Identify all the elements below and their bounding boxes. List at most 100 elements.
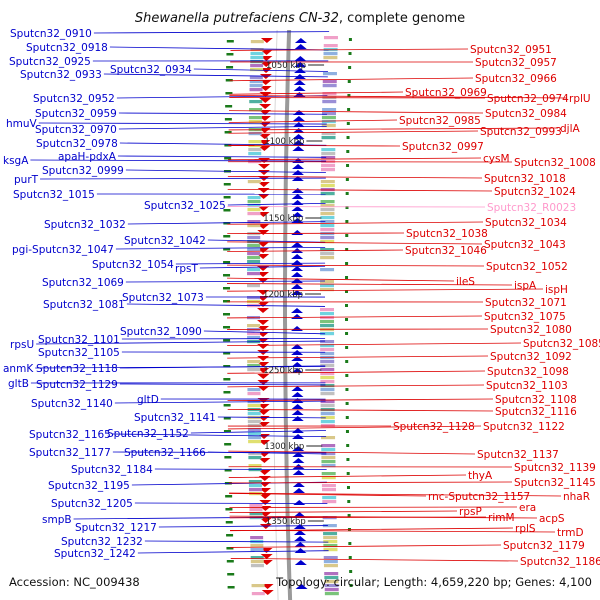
right-gene-label: ispA <box>514 280 537 292</box>
left-gene-label: Sputcn32_1141 <box>134 412 216 424</box>
feature-block <box>250 536 264 540</box>
right-gene-label: Sputcn32_1139 <box>514 462 596 474</box>
label-leader-line <box>203 330 326 335</box>
label-leader-line <box>119 365 326 369</box>
label-leader-line <box>103 73 328 78</box>
feature-block <box>251 592 265 596</box>
marker-dash <box>224 443 232 446</box>
marker-dash <box>224 469 232 472</box>
right-gene-label: Sputcn32_1071 <box>485 297 567 309</box>
marker-dash <box>224 456 232 459</box>
feature-block <box>321 148 336 152</box>
kbp-tick-label: 1050 kbp <box>266 61 306 71</box>
title-suffix: , complete genome <box>339 11 465 26</box>
forward-gene-arrow <box>257 278 270 283</box>
forward-gene-arrow <box>258 434 271 439</box>
marker-dot <box>345 318 349 321</box>
feature-block <box>323 52 338 56</box>
feature-block <box>247 236 261 240</box>
reverse-gene-arrow <box>291 344 304 349</box>
label-leader-line <box>227 425 482 430</box>
feature-block <box>323 56 338 60</box>
marker-dash <box>223 183 231 186</box>
feature-block <box>247 332 261 336</box>
right-gene-label: Sputcn32_1186 <box>520 556 600 568</box>
feature-block <box>250 68 264 72</box>
feature-block <box>322 100 337 104</box>
reverse-gene-arrow <box>295 584 308 589</box>
left-gene-label: Sputcn32_1090 <box>120 326 202 338</box>
reverse-gene-arrow <box>291 308 304 313</box>
right-gene-label: rimM <box>488 512 515 524</box>
reverse-gene-arrow <box>291 242 304 247</box>
feature-block <box>321 464 336 468</box>
reverse-gene-arrow <box>294 38 307 43</box>
forward-gene-arrow <box>257 374 270 379</box>
forward-gene-arrow <box>259 80 272 85</box>
marker-dot <box>345 430 349 433</box>
forward-gene-arrow <box>258 164 271 169</box>
forward-gene-arrow <box>257 254 270 259</box>
right-gene-label: cysM <box>483 153 510 165</box>
marker-dot <box>346 136 350 139</box>
forward-gene-arrow <box>259 86 272 91</box>
forward-gene-arrow <box>259 74 272 79</box>
label-leader-line <box>154 468 327 471</box>
feature-block <box>321 456 336 460</box>
forward-gene-arrow <box>257 230 270 235</box>
left-gene-label: Sputcn32_1140 <box>31 398 113 410</box>
marker-dash <box>225 521 233 524</box>
map-title: Shewanella putrefaciens CN-32, complete … <box>135 11 465 26</box>
left-gene-label: gltB <box>8 378 29 390</box>
forward-gene-arrow <box>260 38 273 43</box>
label-leader-line <box>229 530 556 533</box>
feature-block <box>320 344 335 348</box>
left-gene-label: Sputcn32_1165 <box>29 429 111 441</box>
feature-block <box>320 200 335 204</box>
feature-block <box>320 388 335 392</box>
feature-block <box>248 148 262 152</box>
right-gene-label: era <box>519 502 536 514</box>
marker-dot <box>345 304 349 307</box>
feature-block <box>249 76 263 80</box>
right-gene-label: rplU <box>569 93 591 105</box>
feature-block <box>250 560 264 564</box>
feature-block <box>247 412 261 416</box>
label-leader-line <box>230 48 469 51</box>
marker-dot <box>345 262 349 265</box>
forward-gene-arrow <box>260 560 273 565</box>
forward-gene-arrow <box>260 50 273 55</box>
reverse-gene-arrow <box>291 290 304 295</box>
forward-gene-arrow <box>258 146 271 151</box>
right-gene-label: Sputcn32_1024 <box>494 186 576 198</box>
label-leader-line <box>227 175 483 179</box>
forward-gene-arrow <box>259 518 272 523</box>
feature-block <box>320 380 335 384</box>
feature-block <box>320 284 335 288</box>
reverse-gene-arrow <box>294 56 307 61</box>
feature-block <box>322 496 337 500</box>
right-gene-label: Sputcn32_1098 <box>487 366 569 378</box>
label-leader-line <box>118 112 327 115</box>
right-gene-label: Sputcn32_1080 <box>490 324 572 336</box>
right-gene-label: Sputcn32_R0023 <box>487 202 576 214</box>
forward-gene-arrow <box>257 326 270 331</box>
label-leader-line <box>227 277 455 282</box>
feature-block <box>323 36 338 40</box>
forward-gene-arrow <box>257 338 270 343</box>
forward-gene-arrow <box>257 206 270 211</box>
label-leader-line <box>119 383 326 386</box>
forward-gene-arrow <box>259 524 272 529</box>
right-gene-label: Sputcn32_1108 <box>495 394 577 406</box>
marker-dot <box>347 80 351 83</box>
left-gene-label: rpsT <box>175 263 198 275</box>
feature-block <box>321 164 336 168</box>
forward-gene-arrow <box>257 344 270 349</box>
label-leader-line <box>227 315 483 319</box>
feature-block <box>320 220 335 224</box>
feature-block <box>323 556 338 560</box>
left-gene-label: pgi-Sputcn32_1047 <box>12 244 114 256</box>
feature-block <box>247 224 261 228</box>
feature-block <box>247 428 261 432</box>
feature-block <box>247 212 261 216</box>
